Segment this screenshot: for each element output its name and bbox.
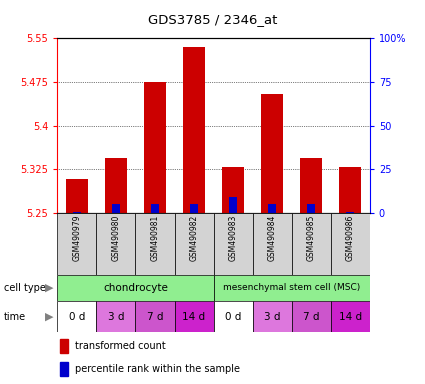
Bar <box>66 179 88 213</box>
Bar <box>213 275 370 301</box>
Bar <box>183 47 205 213</box>
Text: 7 d: 7 d <box>147 312 163 322</box>
Text: 14 d: 14 d <box>182 312 206 322</box>
Text: GSM490983: GSM490983 <box>229 215 238 262</box>
Bar <box>144 82 166 213</box>
Bar <box>136 301 175 332</box>
Bar <box>331 301 370 332</box>
Text: GSM490986: GSM490986 <box>346 215 355 262</box>
Bar <box>60 339 68 353</box>
Bar <box>151 204 159 213</box>
Text: mesenchymal stem cell (MSC): mesenchymal stem cell (MSC) <box>223 283 360 293</box>
Bar <box>300 158 322 213</box>
Text: GSM490979: GSM490979 <box>72 215 82 262</box>
Text: ▶: ▶ <box>45 283 53 293</box>
Bar <box>57 213 96 275</box>
Bar <box>331 213 370 275</box>
Bar <box>340 167 361 213</box>
Bar <box>57 301 96 332</box>
Bar <box>60 362 68 376</box>
Text: GDS3785 / 2346_at: GDS3785 / 2346_at <box>148 13 277 26</box>
Bar <box>175 301 213 332</box>
Bar <box>112 204 120 213</box>
Bar <box>222 167 244 213</box>
Bar <box>57 275 213 301</box>
Bar <box>292 301 331 332</box>
Text: GSM490980: GSM490980 <box>111 215 120 262</box>
Text: GSM490984: GSM490984 <box>268 215 277 262</box>
Text: 3 d: 3 d <box>264 312 280 322</box>
Text: time: time <box>4 312 26 322</box>
Bar <box>96 213 136 275</box>
Bar <box>213 213 252 275</box>
Text: 14 d: 14 d <box>339 312 362 322</box>
Bar <box>73 212 81 213</box>
Bar <box>268 204 276 213</box>
Text: chondrocyte: chondrocyte <box>103 283 168 293</box>
Bar <box>230 197 237 213</box>
Text: 0 d: 0 d <box>69 312 85 322</box>
Text: GSM490982: GSM490982 <box>190 215 198 261</box>
Text: GSM490985: GSM490985 <box>307 215 316 262</box>
Bar <box>307 204 315 213</box>
Text: GSM490981: GSM490981 <box>150 215 159 261</box>
Bar <box>136 213 175 275</box>
Bar <box>96 301 136 332</box>
Bar <box>292 213 331 275</box>
Text: 7 d: 7 d <box>303 312 320 322</box>
Bar <box>190 204 198 213</box>
Bar <box>213 301 252 332</box>
Bar <box>346 212 354 213</box>
Text: cell type: cell type <box>4 283 46 293</box>
Bar <box>105 158 127 213</box>
Text: percentile rank within the sample: percentile rank within the sample <box>74 364 240 374</box>
Text: 0 d: 0 d <box>225 312 241 322</box>
Bar <box>252 301 292 332</box>
Text: 3 d: 3 d <box>108 312 124 322</box>
Text: transformed count: transformed count <box>74 341 165 351</box>
Bar <box>252 213 292 275</box>
Text: ▶: ▶ <box>45 312 53 322</box>
Bar <box>175 213 213 275</box>
Bar <box>261 94 283 213</box>
